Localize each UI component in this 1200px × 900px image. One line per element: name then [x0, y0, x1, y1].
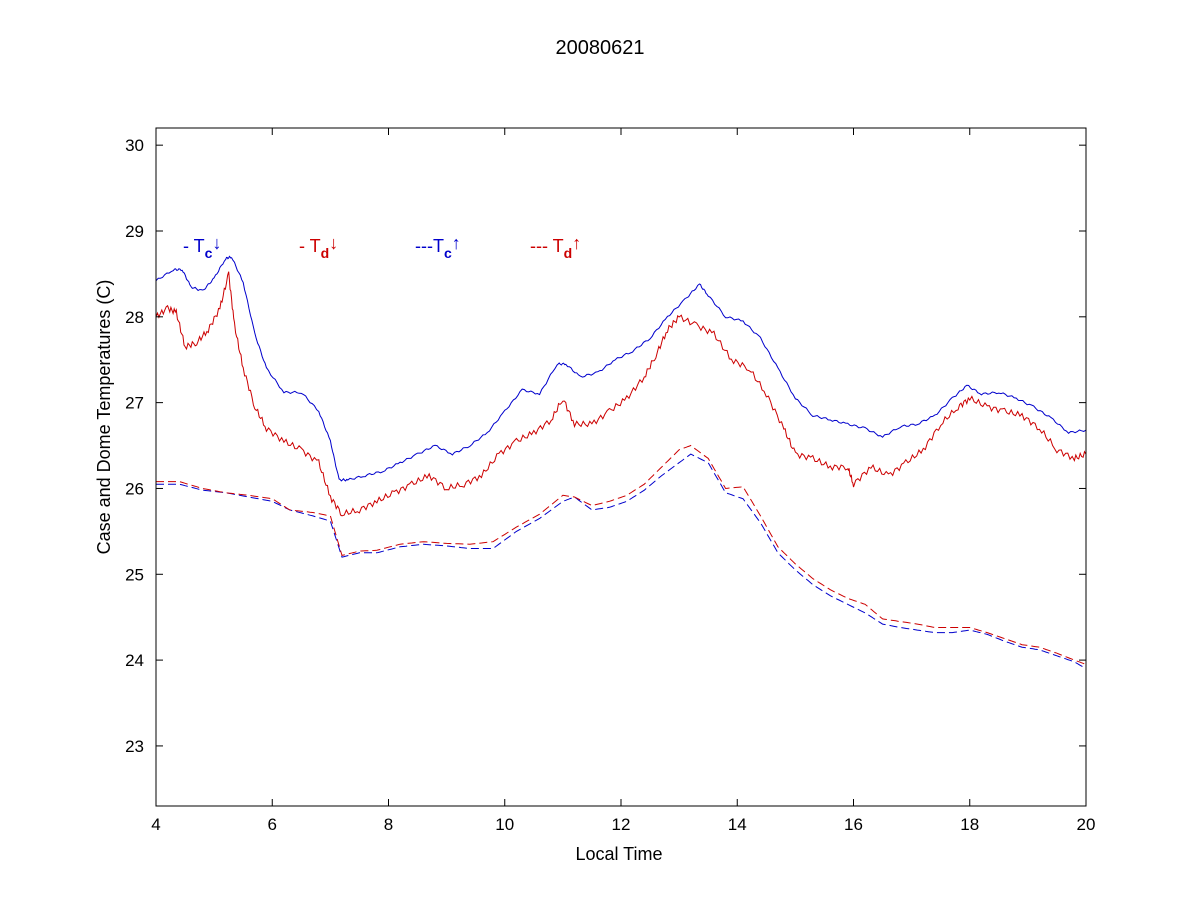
legend-subscript: d: [321, 245, 330, 261]
y-tick-label: 27: [125, 394, 144, 413]
legend-arrow: ↓: [212, 233, 221, 253]
legend-subscript: c: [205, 245, 213, 261]
legend-subscript: c: [444, 245, 452, 261]
legend-entry-case-up: ---Tc↑: [415, 233, 461, 261]
x-tick-label: 20: [1077, 815, 1096, 834]
x-tick-label: 12: [612, 815, 631, 834]
chart-title: 20080621: [556, 37, 645, 59]
legend-prefix: - T: [299, 236, 321, 256]
legend-prefix: --- T: [530, 236, 564, 256]
series-layer: [155, 255, 1087, 670]
x-axis-label: Local Time: [575, 844, 662, 864]
y-axis-label: Case and Dome Temperatures (C): [94, 280, 114, 555]
y-tick-label: 26: [125, 479, 144, 498]
x-tick-label: 6: [268, 815, 277, 834]
legend-entry-dome-down: - Td↓: [299, 233, 338, 261]
series-case-up-line: [156, 453, 1087, 670]
plot-area-frame: [155, 127, 1087, 807]
legend-subscript: d: [564, 245, 573, 261]
series-case-down-line: [155, 255, 1087, 482]
x-tick-label: 10: [495, 815, 514, 834]
y-tick-label: 23: [125, 737, 144, 756]
y-tick-label: 24: [125, 651, 144, 670]
legend-prefix: - T: [183, 236, 205, 256]
y-tick-label: 30: [125, 136, 144, 155]
y-tick-label: 25: [125, 565, 144, 584]
legend: - Tc↓ - Td↓ ---Tc↑ --- Td↑: [183, 233, 581, 261]
legend-entry-dome-up: --- Td↑: [530, 233, 581, 261]
x-tick-label: 4: [151, 815, 160, 834]
legend-arrow: ↓: [329, 233, 338, 253]
x-tick-label: 8: [384, 815, 393, 834]
x-tick-label: 14: [728, 815, 747, 834]
legend-arrow: ↑: [572, 233, 581, 253]
legend-arrow: ↑: [452, 233, 461, 253]
y-tick-label: 29: [125, 222, 144, 241]
legend-entry-case-down: - Tc↓: [183, 233, 221, 261]
x-tick-label: 16: [844, 815, 863, 834]
series-dome-down-line: [155, 271, 1087, 517]
legend-prefix: ---T: [415, 236, 444, 256]
y-tick-label: 28: [125, 308, 144, 327]
x-tick-label: 18: [960, 815, 979, 834]
ticks-layer: 4 6 8 10 12 14 16 18 20 23 24 25 26 27 28 29 30: [125, 128, 1095, 834]
series-dome-up-line: [156, 444, 1087, 665]
